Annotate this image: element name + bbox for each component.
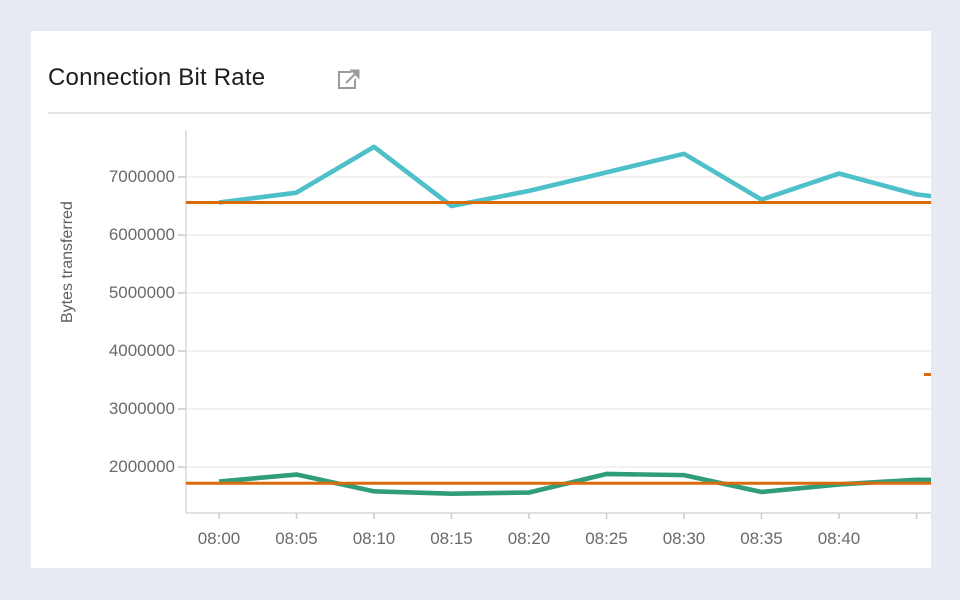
chart-card: Connection Bit Rate Bytes transferred 70… <box>31 31 931 568</box>
open-icon-arrow-shaft <box>345 72 357 84</box>
x-tick-label: 08:35 <box>740 529 783 548</box>
x-tick-label: 08:30 <box>662 529 706 548</box>
open-in-new-window-icon[interactable] <box>337 67 360 90</box>
x-tick-label: 08:00 <box>197 529 241 548</box>
card-header: Connection Bit Rate <box>31 31 931 115</box>
x-tick-label: 08:10 <box>352 529 396 548</box>
y-tick-label: 5000000 <box>108 283 175 302</box>
open-icon-box <box>338 71 356 89</box>
chart-area: Bytes transferred 7000000 6000000 5000000 4… <box>31 115 931 568</box>
y-tick-label: 3000000 <box>108 399 175 418</box>
open-icon-arrow-head <box>349 69 360 80</box>
x-tick-label: 08:40 <box>817 529 861 548</box>
y-tick-label: 4000000 <box>108 341 175 360</box>
x-tick-label: 08:15 <box>430 529 473 548</box>
chart-title: Connection Bit Rate <box>48 64 266 91</box>
teal-series <box>218 144 931 209</box>
chart-plot[interactable] <box>31 31 931 568</box>
x-tick-label: 08:20 <box>507 529 551 548</box>
x-tick-label: 08:05 <box>275 529 318 548</box>
x-tick-label: 08:25 <box>585 529 628 548</box>
legend-swatch-clipped <box>924 373 931 376</box>
header-divider <box>48 112 931 114</box>
y-tick-label: 7000000 <box>108 167 175 186</box>
y-tick-label: 6000000 <box>108 225 175 244</box>
y-tick-label: 2000000 <box>108 457 175 476</box>
